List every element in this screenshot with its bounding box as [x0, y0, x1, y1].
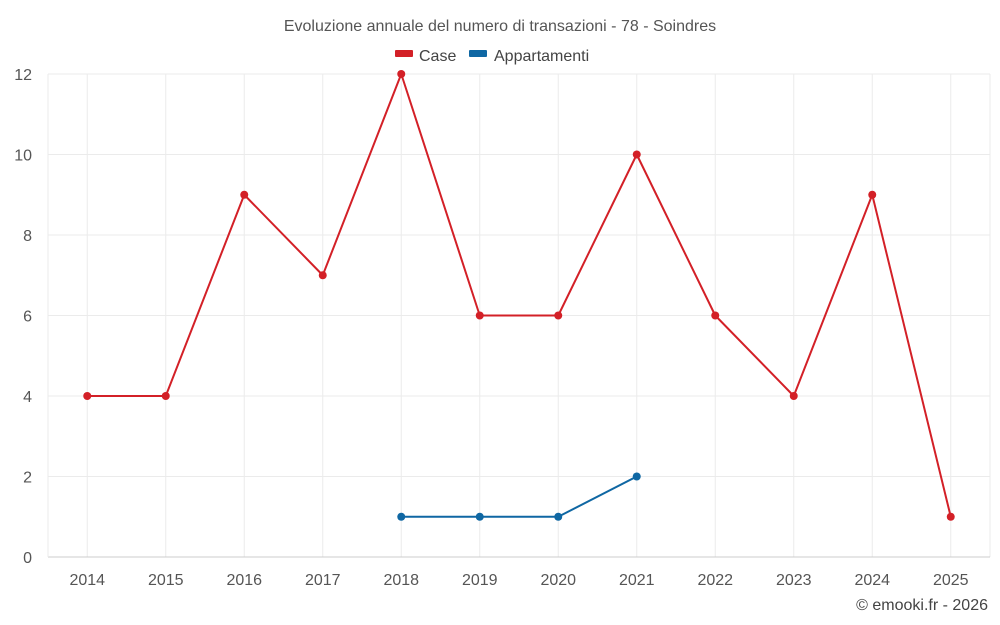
x-tick-label: 2022: [697, 572, 733, 589]
legend-label-case: Case: [419, 48, 456, 65]
data-point-case: [318, 271, 327, 280]
data-point-case: [711, 311, 720, 320]
data-point-appartamenti: [632, 472, 641, 481]
x-tick-label: 2025: [933, 572, 969, 589]
y-tick-label: 6: [23, 309, 32, 326]
y-tick-label: 10: [14, 148, 32, 165]
legend: Case Appartamenti: [395, 48, 589, 65]
x-tick-label: 2014: [69, 572, 105, 589]
y-tick-label: 12: [14, 67, 32, 84]
series-line-case: [86, 73, 952, 518]
data-point-appartamenti: [397, 512, 406, 521]
x-tick-label: 2016: [226, 572, 262, 589]
data-point-case: [946, 512, 955, 521]
data-point-case: [83, 392, 92, 400]
x-axis: 2014 2015 2016 2017 2018 2019 2020 2021 2022 2023…: [69, 572, 968, 589]
credits[interactable]: © emooki.fr - 2026: [856, 597, 988, 614]
data-point-case: [554, 311, 563, 320]
series-layer: [83, 70, 955, 521]
x-tick-label: 2020: [540, 572, 576, 589]
data-point-case: [475, 311, 484, 320]
y-tick-label: 4: [23, 389, 32, 406]
x-tick-label: 2021: [619, 572, 655, 589]
legend-item-case[interactable]: Case: [395, 48, 456, 65]
series-line-appartamenti: [400, 475, 638, 518]
data-point-case: [240, 190, 249, 199]
data-point-case: [632, 150, 641, 159]
y-tick-label: 0: [23, 550, 32, 567]
x-tick-label: 2023: [776, 572, 812, 589]
data-point-case: [789, 392, 798, 400]
y-axis: 0 2 4 6 8 10 12: [14, 67, 32, 567]
data-point-case: [161, 392, 170, 400]
legend-swatch-appartamenti: [469, 50, 487, 57]
data-point-appartamenti: [475, 512, 484, 521]
x-tick-label: 2024: [854, 572, 890, 589]
data-point-appartamenti: [554, 512, 563, 521]
x-tick-label: 2018: [383, 572, 419, 589]
legend-item-appartamenti[interactable]: Appartamenti: [469, 48, 589, 65]
chart-title: Evoluzione annuale del numero di transaz…: [284, 18, 716, 35]
x-tick-label: 2019: [462, 572, 498, 589]
data-point-case: [868, 190, 877, 199]
y-tick-label: 8: [23, 228, 32, 245]
legend-swatch-case: [395, 50, 413, 57]
legend-label-appartamenti: Appartamenti: [494, 48, 589, 65]
data-point-case: [397, 70, 406, 78]
x-tick-label: 2015: [148, 572, 184, 589]
y-tick-label: 2: [23, 470, 32, 487]
x-tick-label: 2017: [305, 572, 341, 589]
